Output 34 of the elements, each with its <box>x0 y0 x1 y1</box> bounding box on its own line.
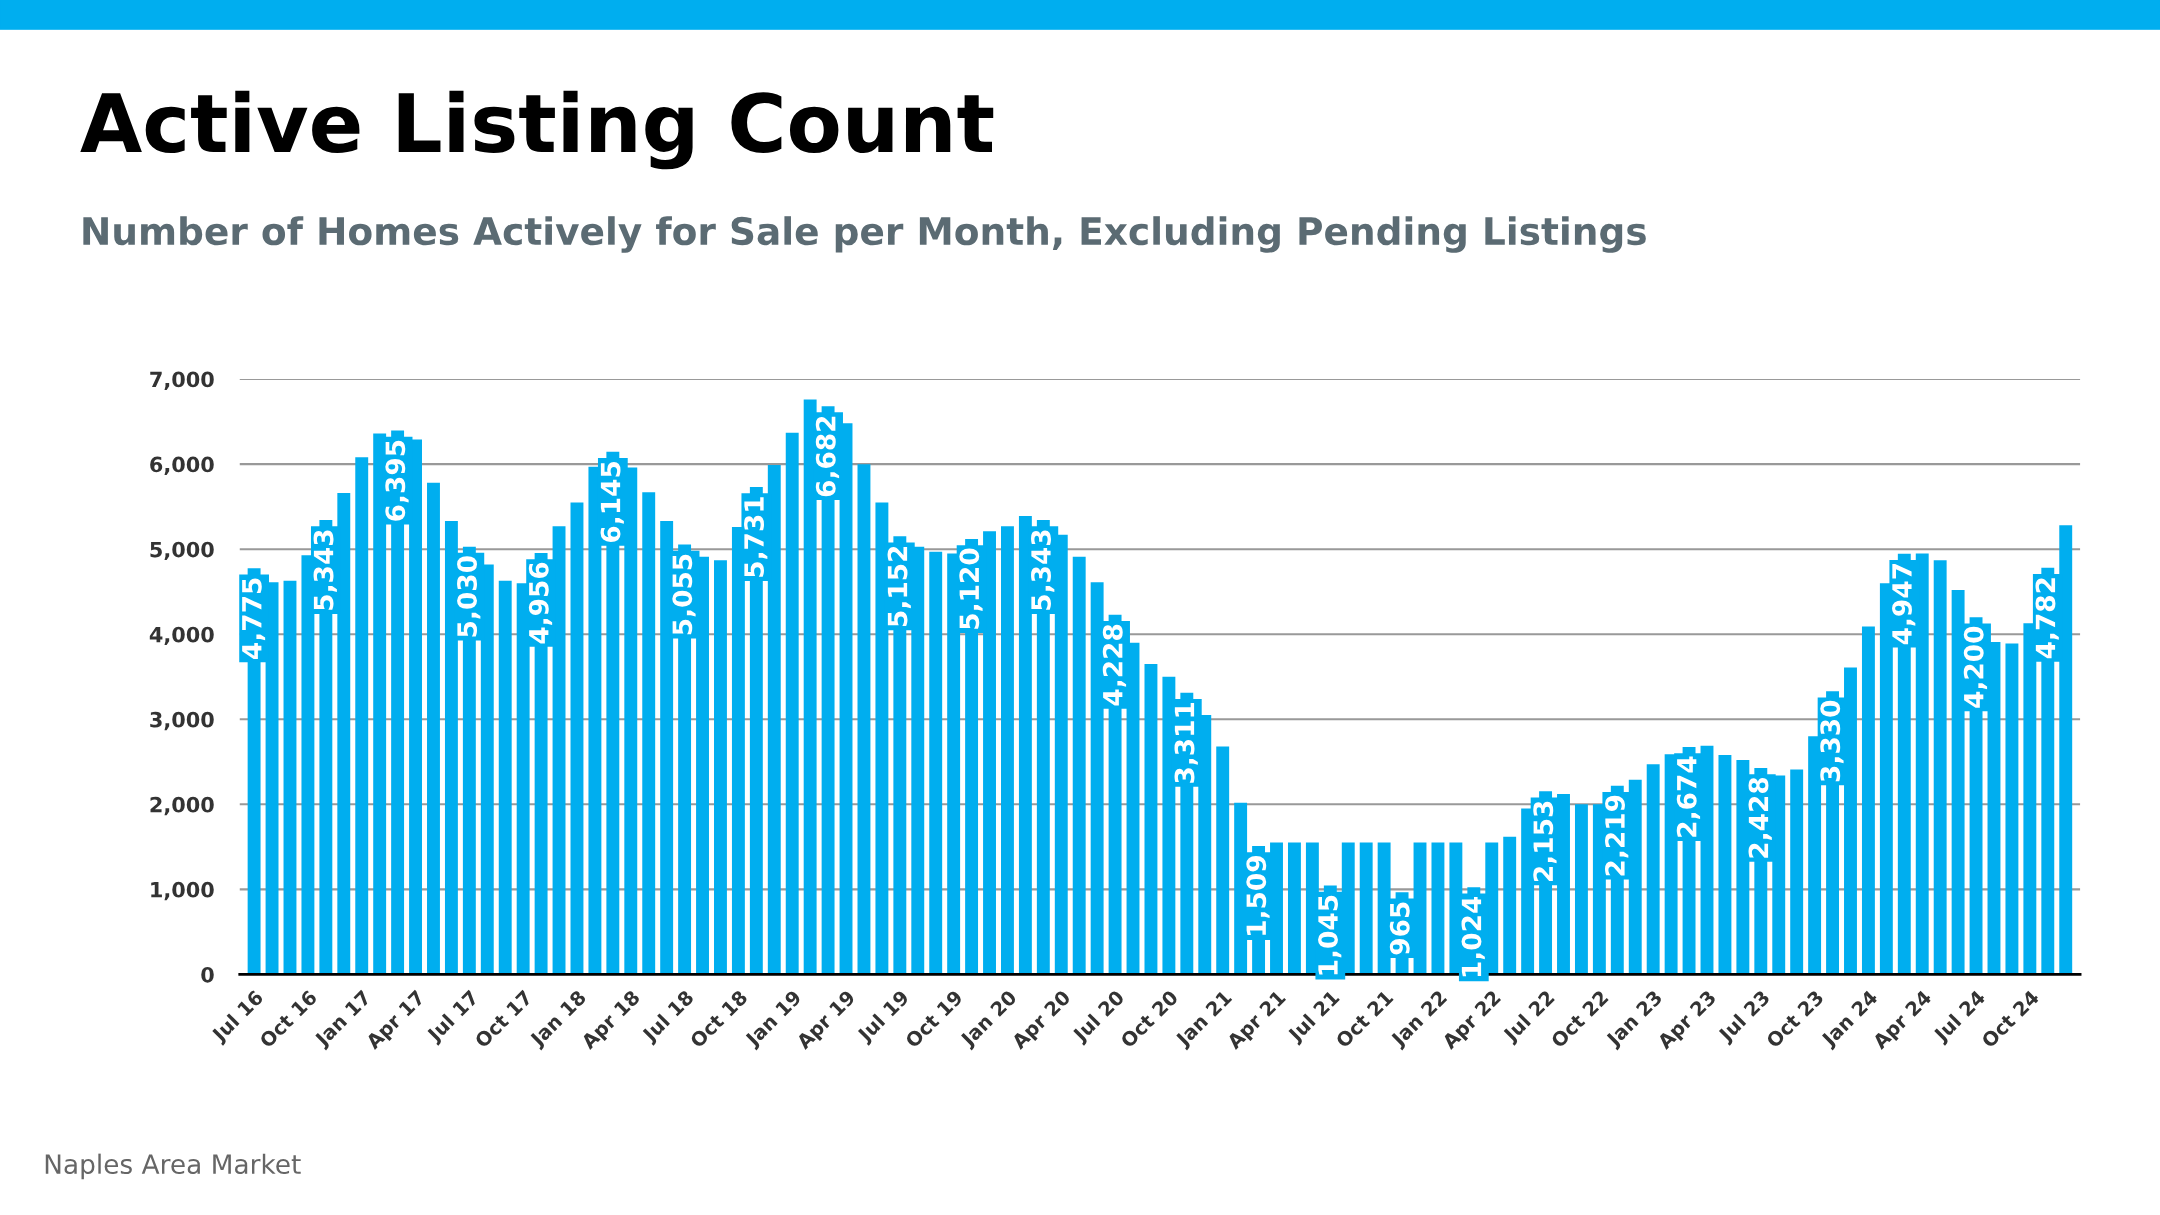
data-label: 2,674 <box>1676 756 1701 837</box>
data-label: 2,153 <box>1533 801 1557 882</box>
data-label: 5,343 <box>1031 530 1055 610</box>
data-label: 2,428 <box>1748 777 1772 858</box>
data-label: 4,228 <box>1102 624 1127 706</box>
data-label: 6,682 <box>815 416 840 497</box>
data-label: 5,030 <box>457 556 481 637</box>
y-tick-label: 6,000 <box>150 456 214 475</box>
y-tick-label: 2,000 <box>150 796 214 816</box>
data-label: 5,343 <box>313 530 337 610</box>
data-label: 4,200 <box>1963 626 1988 708</box>
data-label: 6,395 <box>385 440 409 521</box>
data-label: 1,509 <box>1246 856 1270 935</box>
y-tick-label: 0 <box>201 966 214 983</box>
data-label: 6,145 <box>600 461 624 542</box>
chart-title: Active Listing Count <box>80 90 994 170</box>
data-label: 5,731 <box>744 497 768 577</box>
data-label: 4,947 <box>1892 564 1916 645</box>
y-tick-label: 7,000 <box>150 371 214 390</box>
y-tick-label: 3,000 <box>150 711 214 731</box>
data-label: 5,055 <box>672 554 696 635</box>
data-label: 3,330 <box>1820 700 1844 782</box>
y-tick-label: 5,000 <box>150 541 214 561</box>
data-label: 4,775 <box>242 578 266 659</box>
chart-subtitle: Number of Homes Actively for Sale per Month, Excluding Pending Listings <box>83 216 1646 253</box>
text: Naples Area Market <box>45 1153 301 1180</box>
y-tick-label: 4,000 <box>149 626 214 646</box>
data-label: 4,956 <box>528 562 553 644</box>
data-label: 4,782 <box>2035 578 2059 659</box>
data-label: 5,120 <box>959 548 983 629</box>
y-tick-label: 1,000 <box>151 881 214 901</box>
data-label: 2,219 <box>1605 795 1629 876</box>
data-label: 5,152 <box>887 546 911 627</box>
data-label: 3,311 <box>1174 702 1198 783</box>
